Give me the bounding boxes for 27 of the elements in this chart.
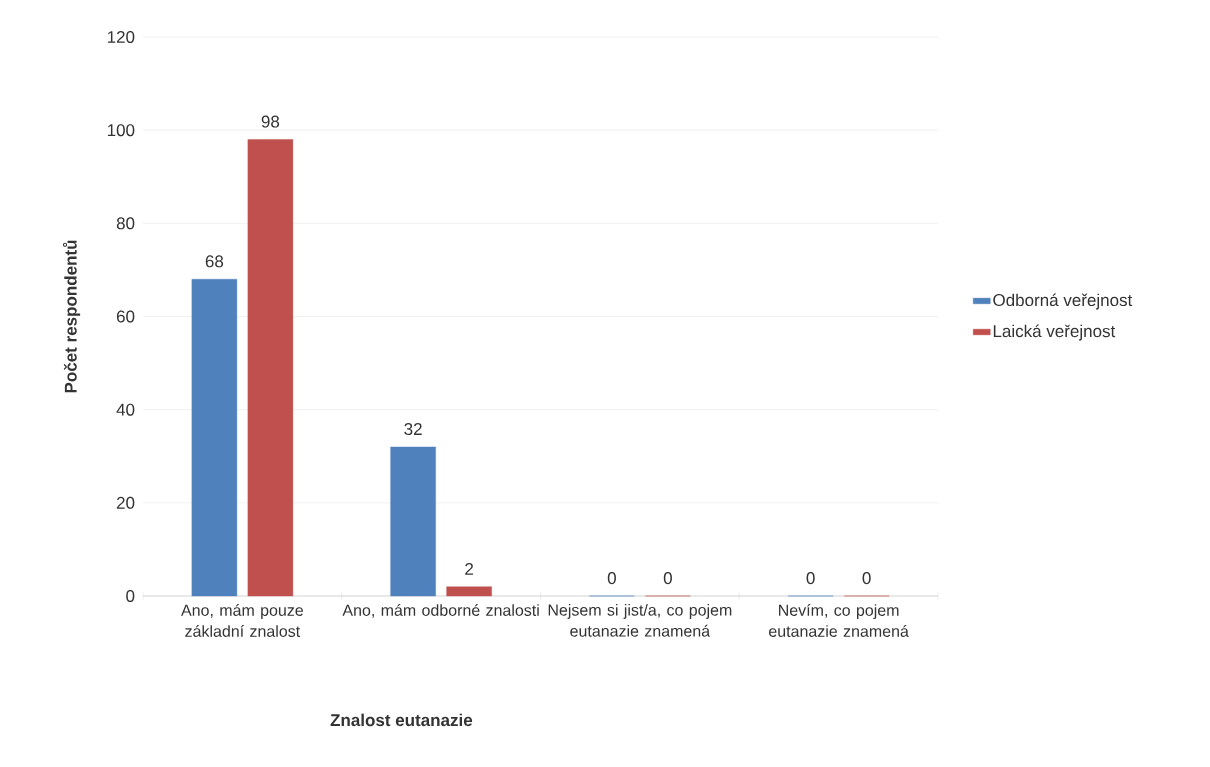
x-tick-label: Nejsem si jist/a, co pojem eutanazie znamená xyxy=(548,603,732,637)
legend-label: Laická veřejnost xyxy=(993,324,1116,341)
data-label: 0 xyxy=(663,572,672,585)
data-label: 2 xyxy=(465,562,473,575)
y-tick-label: 60 xyxy=(116,310,135,323)
data-label: 98 xyxy=(261,115,280,128)
x-axis-title: Znalost eutanazie xyxy=(330,713,473,727)
y-tick-label: 20 xyxy=(116,496,135,509)
y-tick-label: 40 xyxy=(116,403,135,416)
legend-label: Odborná veřejnost xyxy=(993,293,1133,310)
x-tick-label: Ano, mám odborné znalosti xyxy=(342,603,539,618)
y-tick-label: 100 xyxy=(107,124,135,137)
y-tick-label: 80 xyxy=(116,217,135,230)
data-label: 68 xyxy=(205,255,224,268)
bar xyxy=(247,139,294,597)
x-tick-label: Ano, mám pouze základní znalost xyxy=(181,603,304,637)
bar xyxy=(191,279,238,597)
y-tick-label: 120 xyxy=(107,30,135,44)
data-label: 0 xyxy=(806,572,815,585)
bar xyxy=(390,446,436,597)
y-tick-label: 0 xyxy=(126,589,135,603)
bar xyxy=(446,586,492,597)
data-label: 0 xyxy=(862,572,871,585)
x-tick-label: Nevím, co pojem eutanazie znamená xyxy=(769,603,909,637)
data-label: 0 xyxy=(607,572,616,585)
data-label: 32 xyxy=(404,423,422,436)
y-axis-title: Počet respondentů xyxy=(62,240,81,393)
